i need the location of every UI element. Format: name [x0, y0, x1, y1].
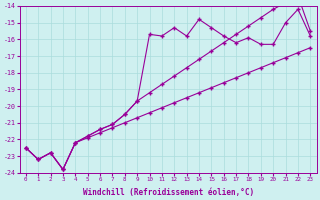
X-axis label: Windchill (Refroidissement éolien,°C): Windchill (Refroidissement éolien,°C)	[83, 188, 254, 197]
